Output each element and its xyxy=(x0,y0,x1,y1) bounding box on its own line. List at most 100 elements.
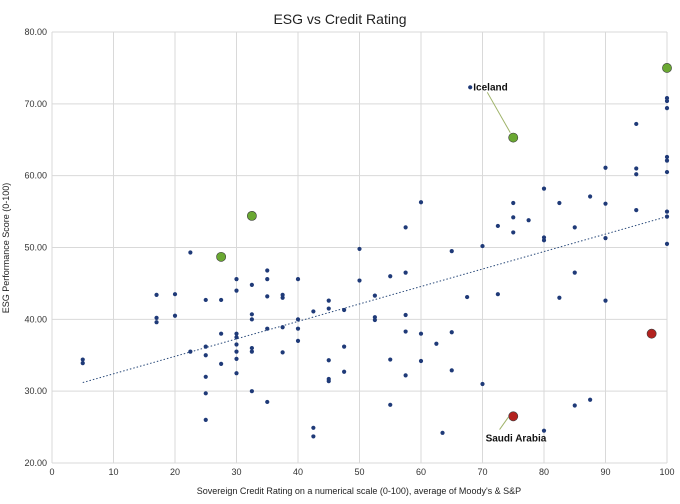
data-point xyxy=(249,282,254,287)
data-point xyxy=(465,294,470,300)
data-point xyxy=(80,357,85,362)
data-point xyxy=(249,312,254,317)
data-point xyxy=(154,320,159,325)
x-tick-label: 10 xyxy=(108,467,118,477)
annotation-leader-line xyxy=(499,417,509,430)
data-point xyxy=(588,194,593,199)
x-tick-label: 0 xyxy=(49,467,54,477)
x-tick-label: 30 xyxy=(231,467,241,477)
data-point xyxy=(541,186,547,191)
data-point xyxy=(664,158,670,163)
data-point xyxy=(326,379,331,384)
data-point xyxy=(588,397,593,402)
data-point xyxy=(495,292,500,297)
grid-lines xyxy=(51,31,668,464)
data-point xyxy=(603,201,608,206)
data-point xyxy=(342,344,347,349)
data-point xyxy=(357,246,362,252)
data-point xyxy=(203,297,208,303)
data-point xyxy=(557,295,562,300)
data-point xyxy=(172,292,178,297)
data-point xyxy=(572,403,577,408)
highlight-point-green xyxy=(662,63,672,73)
y-tick-label: 70.00 xyxy=(24,99,47,109)
data-point xyxy=(418,200,424,205)
data-point xyxy=(664,209,670,214)
y-tick-label: 80.00 xyxy=(24,27,47,37)
data-point xyxy=(541,238,547,243)
data-point xyxy=(664,106,670,111)
data-point xyxy=(249,389,254,394)
data-point xyxy=(664,98,670,104)
data-point xyxy=(249,349,254,354)
data-point xyxy=(80,361,85,366)
highlight-point-green xyxy=(508,132,519,143)
data-point xyxy=(295,277,301,282)
trendline-group xyxy=(82,216,668,384)
data-point xyxy=(440,430,445,435)
data-point xyxy=(265,268,270,273)
data-point xyxy=(664,214,670,219)
x-tick-label: 80 xyxy=(539,467,549,477)
x-tick-label: 90 xyxy=(600,467,610,477)
data-point xyxy=(203,391,208,396)
data-point xyxy=(203,344,208,349)
data-point xyxy=(234,277,239,282)
data-point xyxy=(234,335,239,340)
data-point xyxy=(468,85,473,90)
trendline xyxy=(82,216,668,384)
data-point xyxy=(219,297,224,303)
data-point xyxy=(603,165,608,170)
data-point xyxy=(634,121,639,127)
data-point xyxy=(342,369,347,374)
data-point xyxy=(295,326,301,331)
data-point xyxy=(434,341,439,346)
data-point xyxy=(154,292,159,298)
axes: 0 10 20 30 40 50 60 70 80 90 100 20.00 30.00 40.00 50.… xyxy=(24,27,674,477)
highlight-point-green xyxy=(216,251,227,262)
data-point xyxy=(403,329,408,334)
x-tick-label: 50 xyxy=(354,467,364,477)
x-tick-label: 100 xyxy=(659,467,674,477)
data-point xyxy=(557,200,562,206)
data-point xyxy=(203,374,208,379)
data-point xyxy=(265,294,270,299)
y-tick-label: 40.00 xyxy=(24,314,47,324)
data-point xyxy=(188,349,193,354)
data-point xyxy=(388,274,393,279)
data-point xyxy=(418,358,424,364)
data-point xyxy=(541,235,547,240)
highlight-point-red xyxy=(508,411,519,422)
data-point xyxy=(234,349,239,354)
data-point xyxy=(234,371,239,376)
data-point xyxy=(234,342,239,347)
data-point xyxy=(634,172,639,177)
data-point xyxy=(265,277,270,282)
data-point xyxy=(495,223,500,229)
data-point xyxy=(154,315,159,320)
data-point xyxy=(634,208,639,213)
data-point xyxy=(372,315,377,320)
data-point xyxy=(664,95,670,101)
y-tick-label: 60.00 xyxy=(24,171,47,181)
data-point xyxy=(572,270,577,275)
data-point xyxy=(664,154,670,160)
y-tick-label: 20.00 xyxy=(24,458,47,468)
x-tick-label: 60 xyxy=(416,467,426,477)
data-point xyxy=(572,225,577,230)
annotation-leader-line xyxy=(486,92,511,133)
data-point xyxy=(234,288,239,293)
data-point xyxy=(526,218,531,223)
data-point xyxy=(311,425,316,430)
data-point xyxy=(511,215,516,220)
annotations: Iceland Saudi Arabia xyxy=(473,82,546,444)
data-point xyxy=(388,357,393,362)
data-point xyxy=(249,317,254,322)
data-point xyxy=(188,250,193,255)
y-axis-label: ESG Performance Score (0-100) xyxy=(1,183,11,314)
data-point xyxy=(372,317,377,323)
data-point xyxy=(326,298,331,303)
data-point xyxy=(511,230,516,235)
